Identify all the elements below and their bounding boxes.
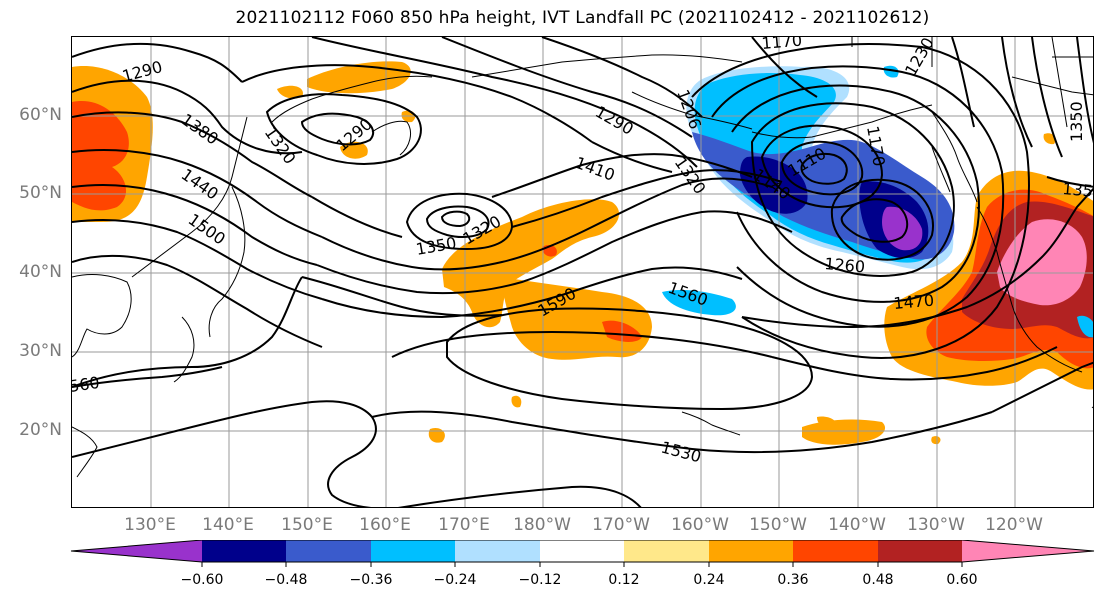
contour-label: 1260: [824, 254, 866, 276]
shade-neg-purple: [882, 206, 923, 251]
shade-west-pos-strong: [72, 101, 129, 211]
shade-patch-6: [931, 436, 941, 445]
shade-north-pos-2: [277, 85, 303, 99]
shade-patch-5: [817, 416, 836, 428]
lon-label-180w: 180°W: [513, 515, 571, 535]
colorbar-segment: [793, 540, 878, 562]
shade-patch-2: [428, 427, 445, 443]
lon-label-170e: 170°E: [438, 515, 490, 535]
colorbar-segment: [709, 540, 793, 562]
contour-label: 1440: [178, 165, 222, 204]
contour-label: 560: [72, 373, 101, 396]
colorbar-extend-min: [71, 540, 202, 562]
colorbar: [70, 540, 1095, 567]
colorbar-segment: [624, 540, 709, 562]
colorbar-tick: −0.60: [180, 572, 224, 588]
lon-label-170w: 170°W: [592, 515, 650, 535]
contour-label: 1470: [893, 291, 935, 313]
map-canvas: 1290 1380 1320 1290 1440 1500 560 1350 1…: [72, 37, 1094, 507]
lat-label-50n: 50°N: [19, 183, 62, 203]
lat-label-30n: 30°N: [19, 341, 62, 361]
contour-label: 1350: [414, 233, 457, 259]
lon-label-160w: 160°W: [671, 515, 729, 535]
colorbar-segment: [455, 540, 540, 562]
graticule: [72, 37, 1093, 507]
lon-label-150e: 150°E: [281, 515, 333, 535]
height-contours: [72, 37, 1093, 507]
lon-label-130e: 130°E: [124, 515, 176, 535]
colorbar-segment: [286, 540, 371, 562]
colorbar-tick: 0.12: [608, 572, 640, 588]
colorbar-tick: −0.36: [349, 572, 393, 588]
colorbar-extend-max: [962, 540, 1094, 562]
lat-label-60n: 60°N: [19, 105, 62, 125]
lon-label-160e: 160°E: [359, 515, 411, 535]
lon-label-130w: 130°W: [907, 515, 965, 535]
colorbar-segment: [878, 540, 962, 562]
colorbar-tick: −0.48: [264, 572, 308, 588]
map-title: 2021102112 F060 850 hPa height, IVT Land…: [235, 8, 930, 28]
contour-label: 1500: [185, 210, 229, 249]
shade-neg-dark: [740, 156, 808, 214]
lat-label-40n: 40°N: [19, 262, 62, 282]
colorbar-segment: [202, 540, 286, 562]
shade-east-pink: [997, 219, 1087, 306]
shade-small-pos: [340, 141, 368, 159]
colorbar-tick: −0.24: [433, 572, 477, 588]
colorbar-tick: 0.36: [777, 572, 809, 588]
colorbar-tick: −0.12: [518, 572, 562, 588]
shade-patch-3: [511, 395, 522, 408]
contour-label: 1290: [592, 102, 637, 139]
colorbar-segment: [540, 540, 624, 562]
lat-label-20n: 20°N: [19, 420, 62, 440]
colorbar-segment: [371, 540, 455, 562]
lon-label-140e: 140°E: [202, 515, 254, 535]
map-panel: 1290 1380 1320 1290 1440 1500 560 1350 1…: [71, 36, 1094, 508]
shade-central-pos: [442, 199, 620, 328]
shade-neg-patch-3: [1077, 315, 1093, 338]
colorbar-tick: 0.60: [946, 572, 978, 588]
colorbar-tick: 0.24: [693, 572, 725, 588]
colorbar-tick: 0.48: [862, 572, 894, 588]
lon-label-120w: 120°W: [985, 515, 1043, 535]
shade-neg-patch-2: [662, 289, 736, 316]
shade-patch-7: [1043, 133, 1056, 145]
contour-label: 135: [1062, 179, 1094, 201]
contour-label: 1170: [761, 37, 803, 53]
contour-label: 1350: [1067, 101, 1086, 142]
contour-label: 1530: [659, 438, 703, 467]
lon-label-140w: 140°W: [828, 515, 886, 535]
ivt-shading: [72, 61, 1093, 445]
lon-label-150w: 150°W: [749, 515, 807, 535]
